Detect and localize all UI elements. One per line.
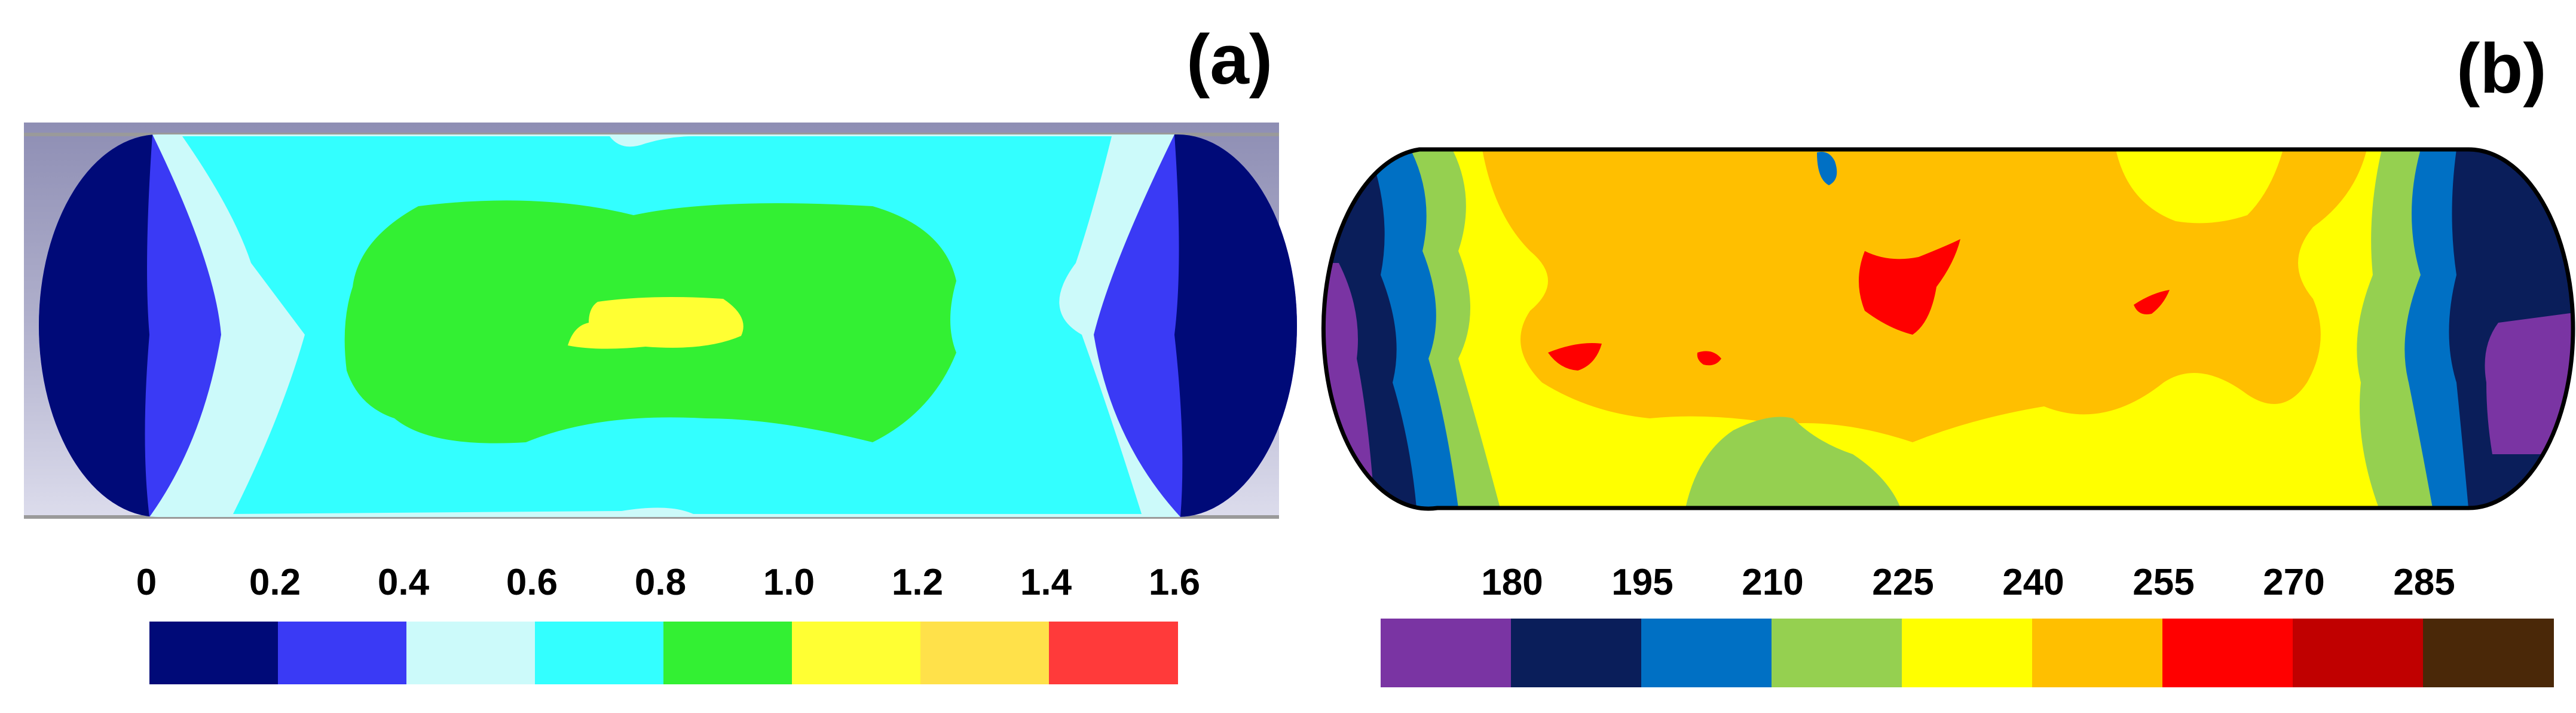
colorbar-tick-label: 225 xyxy=(1872,562,1933,603)
colorbar-cell xyxy=(1641,619,1772,687)
colorbar-cell xyxy=(149,622,279,684)
colorbar-cell xyxy=(406,622,536,684)
panel-label-a: (a) xyxy=(1186,20,1272,99)
colorbar-tick-label: 1.0 xyxy=(763,562,815,603)
colorbar-b: 180 195 210 225 240 255 270 285 xyxy=(1381,562,2554,687)
region-270-spot-1 xyxy=(1859,239,1960,335)
colorbar-cell xyxy=(920,622,1050,684)
colorbar-cell xyxy=(2293,619,2424,687)
colorbar-cell xyxy=(535,622,664,684)
colorbar-cell xyxy=(1049,622,1178,684)
region-0-left xyxy=(39,134,152,517)
colorbar-tick-label: 0.4 xyxy=(378,562,430,603)
colorbar-cell xyxy=(1511,619,1642,687)
colorbar-cell xyxy=(663,622,793,684)
region-210-spot xyxy=(1817,152,1837,185)
colorbar-tick-label: 240 xyxy=(2002,562,2064,603)
colorbar-cell xyxy=(278,622,407,684)
colorbar-cell xyxy=(2162,619,2293,687)
colorbar-tick-label: 255 xyxy=(2133,562,2194,603)
colorbar-tick-label: 0.8 xyxy=(635,562,686,603)
region-0-right xyxy=(1174,134,1297,517)
region-225-bottom xyxy=(1685,417,1901,508)
colorbar-tick-label: 1.4 xyxy=(1020,562,1072,603)
region-240-patch xyxy=(2116,149,2283,224)
colorbar-tick-label: 0.2 xyxy=(249,562,301,603)
region-270-spot-2 xyxy=(1548,343,1602,371)
contour-map-b xyxy=(1321,147,2575,511)
region-180-right xyxy=(2485,311,2573,454)
colorbar-tick-label: 285 xyxy=(2393,562,2455,603)
colorbar-tick-label: 180 xyxy=(1481,562,1543,603)
colorbar-cell xyxy=(1381,619,1512,687)
tube-outline-b xyxy=(1321,147,2575,511)
panel-label-b: (b) xyxy=(2456,29,2547,108)
colorbar-cell xyxy=(1772,619,1902,687)
colorbar-tick-label: 195 xyxy=(1611,562,1673,603)
colorbar-cell xyxy=(2423,619,2554,687)
colorbar-a: 0 0.2 0.4 0.6 0.8 1.0 1.2 1.4 1.6 xyxy=(136,562,1200,684)
colorbar-tick-label: 270 xyxy=(2263,562,2324,603)
colorbar-tick-label: 0.6 xyxy=(506,562,558,603)
colorbar-cell xyxy=(2032,619,2163,687)
colorbar-cell xyxy=(1902,619,2033,687)
colorbar-tick-label: 0 xyxy=(136,562,157,603)
contour-map-a xyxy=(24,123,1297,519)
region-270-spot-3 xyxy=(1697,351,1721,366)
region-270-spot-4 xyxy=(2134,290,2170,314)
colorbar-cell xyxy=(792,622,921,684)
region-1.0 xyxy=(568,296,744,349)
colorbar-tick-label: 1.2 xyxy=(892,562,943,603)
colorbar-tick-label: 210 xyxy=(1742,562,1803,603)
colorbar-tick-label: 1.6 xyxy=(1149,562,1200,603)
